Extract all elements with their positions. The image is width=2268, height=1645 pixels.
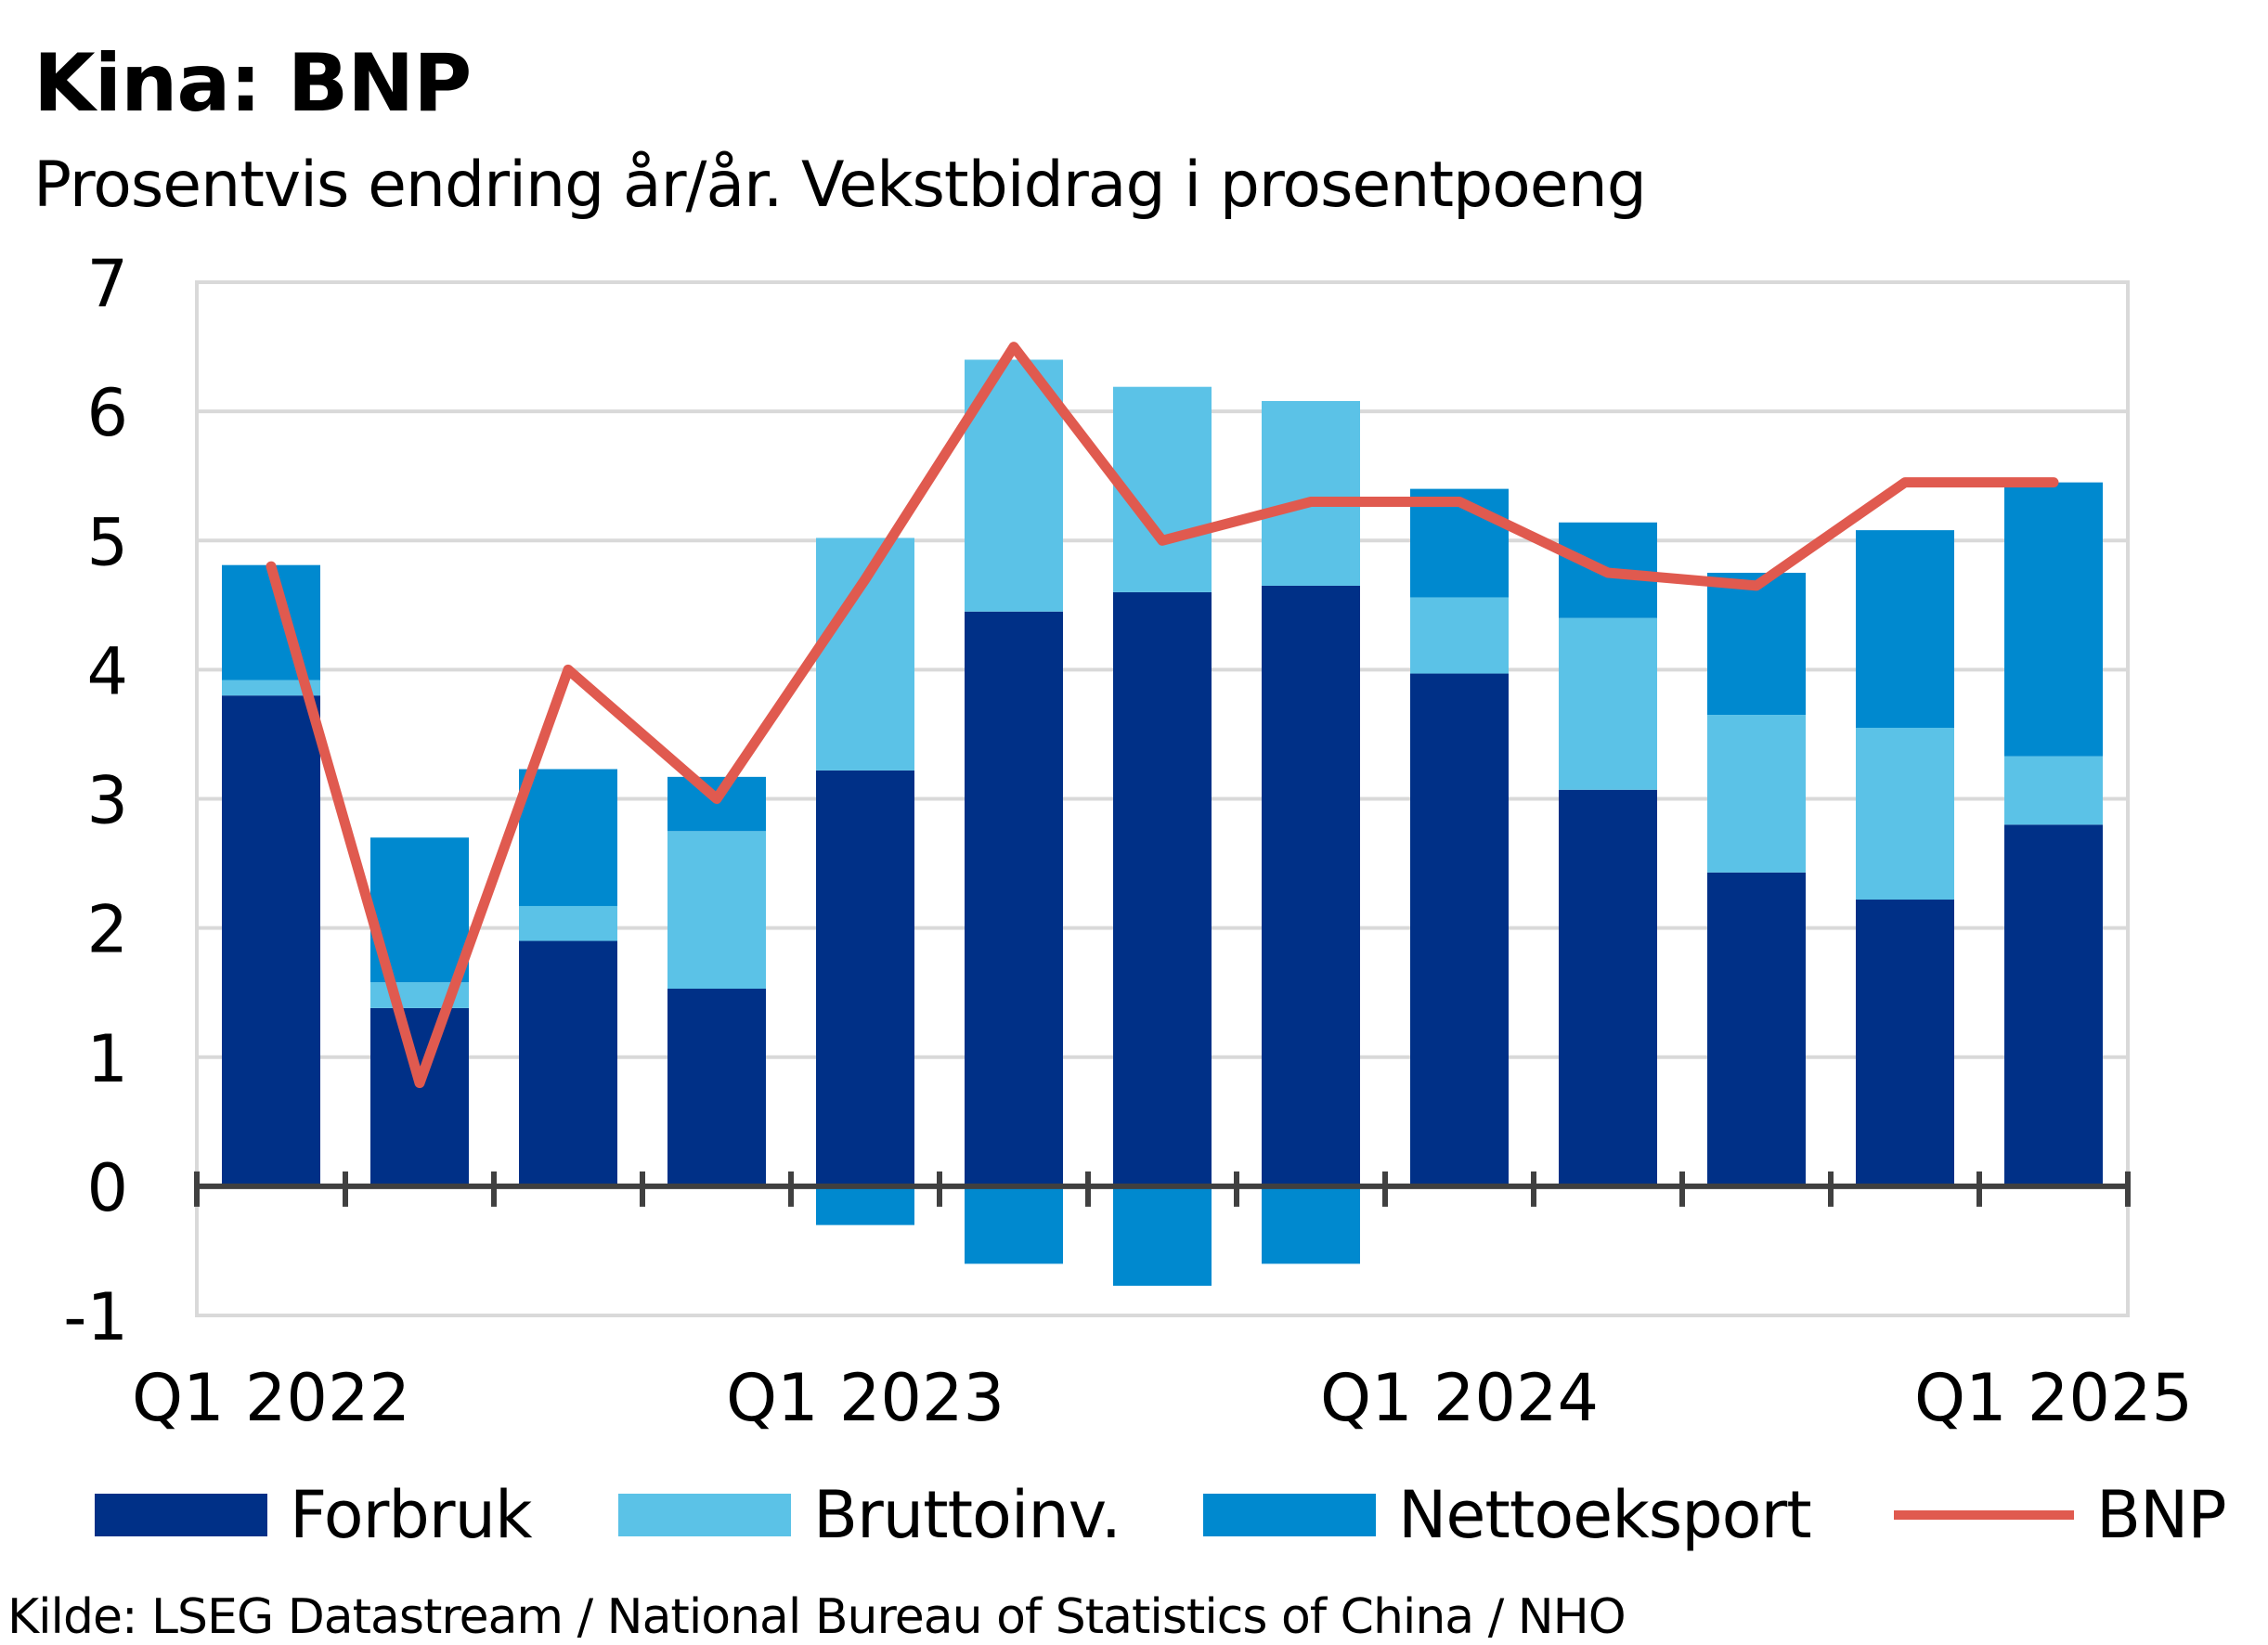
axis-layer xyxy=(194,1171,2131,1207)
y-tick-label: 1 xyxy=(86,1021,128,1097)
x-tick-label: Q1 2022 xyxy=(132,1360,410,1436)
legend-item-bnp: BNP xyxy=(1894,1477,2227,1553)
y-tick-label: 6 xyxy=(86,375,128,451)
bnp-point xyxy=(716,797,718,800)
bnp-point xyxy=(1607,572,1609,575)
bar-forbruk xyxy=(1707,872,1806,1186)
bar-nettoeksport xyxy=(519,769,617,906)
bnp-point xyxy=(2053,481,2054,484)
y-tick-label: 0 xyxy=(86,1150,128,1226)
bnp-point xyxy=(1161,539,1163,542)
bar-bruttoinv xyxy=(667,831,766,990)
y-tick-label: 5 xyxy=(86,504,128,580)
y-tick-label: -1 xyxy=(63,1279,128,1355)
bar-bruttoinv xyxy=(1262,400,1360,586)
bar-bruttoinv xyxy=(222,680,320,696)
x-tick-label: Q1 2024 xyxy=(1320,1360,1599,1436)
bar-nettoeksport xyxy=(1707,573,1806,716)
bar-nettoeksport xyxy=(2004,482,2103,757)
bar-forbruk xyxy=(1113,591,1212,1186)
legend-item-bruttoinv: Bruttoinv. xyxy=(618,1477,1121,1553)
y-tick-label: 7 xyxy=(86,246,128,322)
bar-bruttoinv xyxy=(519,905,617,941)
x-tick-label: Q1 2025 xyxy=(1914,1360,2193,1436)
bar-forbruk xyxy=(519,940,617,1186)
source-note: Kilde: LSEG Datastream / National Bureau… xyxy=(7,1589,1626,1645)
bar-forbruk xyxy=(965,611,1063,1186)
bar-bruttoinv xyxy=(1856,727,1954,900)
bnp-point xyxy=(1013,345,1015,348)
bar-forbruk xyxy=(1410,673,1509,1186)
bar-forbruk xyxy=(1856,900,1954,1186)
line-layer xyxy=(266,342,2059,1089)
legend-label-bnp: BNP xyxy=(2096,1477,2227,1553)
legend-swatch-bnp xyxy=(1894,1510,2074,1520)
bar-nettoeksport xyxy=(667,776,766,832)
chart-title: Kina: BNP xyxy=(33,37,472,130)
bar-bruttoinv xyxy=(1410,597,1509,674)
bnp-point xyxy=(419,1082,421,1084)
legend-label-bruttoinv: Bruttoinv. xyxy=(813,1477,1121,1553)
chart-subtitle: Prosentvis endring år/år. Vekstbidrag i … xyxy=(33,149,1647,222)
bar-nettoeksport xyxy=(965,1185,1063,1264)
bar-forbruk xyxy=(1262,585,1360,1186)
legend-label-forbruk: Forbruk xyxy=(290,1477,532,1553)
legend-swatch-forbruk xyxy=(95,1494,267,1536)
bnp-point xyxy=(270,565,272,568)
bar-forbruk xyxy=(222,695,320,1186)
bnp-point xyxy=(864,577,866,580)
bnp-point xyxy=(1310,500,1312,503)
bar-nettoeksport xyxy=(816,1185,914,1225)
bar-layer xyxy=(222,359,2103,1287)
legend-item-nettoeksport: Nettoeksport xyxy=(1203,1477,1812,1553)
legend-swatch-nettoeksport xyxy=(1203,1494,1376,1536)
legend-item-forbruk: Forbruk xyxy=(95,1477,532,1553)
bar-bruttoinv xyxy=(1707,715,1806,873)
bnp-point xyxy=(1458,500,1460,503)
bar-nettoeksport xyxy=(1856,530,1954,728)
bar-forbruk xyxy=(2004,824,2103,1186)
bnp-point xyxy=(567,668,569,671)
bar-forbruk xyxy=(667,989,766,1186)
bar-forbruk xyxy=(370,1007,469,1186)
bnp-point xyxy=(1756,584,1757,587)
bar-forbruk xyxy=(816,770,914,1186)
bar-bruttoinv xyxy=(2004,756,2103,825)
bar-nettoeksport xyxy=(1262,1185,1360,1264)
legend-label-nettoeksport: Nettoeksport xyxy=(1398,1477,1812,1553)
y-tick-label: 3 xyxy=(86,763,128,839)
bar-forbruk xyxy=(1559,789,1657,1186)
bar-nettoeksport xyxy=(1113,1185,1212,1287)
x-tick-label: Q1 2023 xyxy=(726,1360,1004,1436)
y-tick-label: 4 xyxy=(86,633,128,709)
bnp-point xyxy=(1904,481,1906,484)
bar-bruttoinv xyxy=(1559,617,1657,790)
y-tick-label: 2 xyxy=(86,892,128,968)
label-layer: 7 6 5 4 3 2 1 0 -1Q1 2022 Q1 2023 Q1 2024 Q1 2025 xyxy=(63,246,2193,1436)
legend-swatch-bruttoinv xyxy=(618,1494,791,1536)
